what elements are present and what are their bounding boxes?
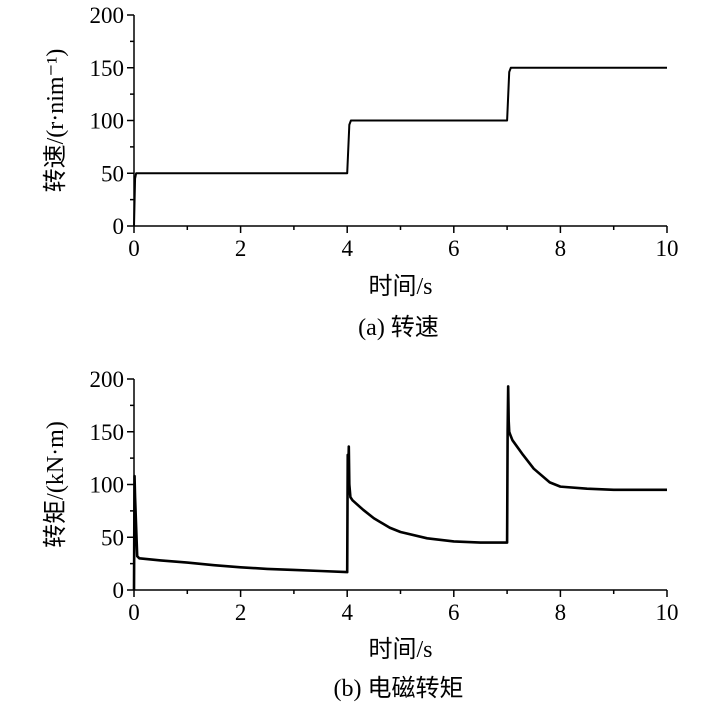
chart-b-x-axis-title: 时间/s <box>368 636 432 663</box>
chart-a-x-axis-title: 时间/s <box>368 273 432 300</box>
chart-b-caption: (b) 电磁转矩 <box>334 675 464 702</box>
chart-a-x-tick-label: 8 <box>555 236 567 261</box>
chart-a-x-tick-label: 0 <box>128 236 140 261</box>
chart-b-series-line <box>132 385 667 591</box>
chart-b-y-tick-label: 100 <box>90 473 125 498</box>
chart-a-x-tick-label: 4 <box>341 236 353 261</box>
chart-a-y-axis-title: 转速/(r·nim⁻¹) <box>42 49 69 193</box>
chart-b-x-tick-label: 0 <box>128 600 140 625</box>
chart-a-series-line <box>133 66 667 227</box>
chart-b-x-tick-label: 8 <box>555 600 567 625</box>
chart-b-x-tick-label: 2 <box>235 600 247 625</box>
chart-a-caption: (a) 转速 <box>358 314 439 341</box>
chart-b-x-tick-label: 4 <box>341 600 353 625</box>
chart-b-y-tick-label: 50 <box>101 525 124 550</box>
chart-a-y-tick-label: 200 <box>90 3 125 28</box>
chart-a-y-tick-label: 150 <box>90 56 125 81</box>
chart-b-y-tick-label: 150 <box>90 420 125 445</box>
chart-a-x-tick-label: 10 <box>656 236 679 261</box>
chart-a-x-tick-label: 2 <box>235 236 247 261</box>
chart-b-y-axis-title: 转矩/(kN·m) <box>42 421 69 548</box>
chart-a-x-tick-label: 6 <box>448 236 460 261</box>
chart-a-y-tick-label: 50 <box>101 161 124 186</box>
chart-a-y-tick-label: 100 <box>90 109 125 134</box>
chart-b-x-tick-label: 10 <box>656 600 679 625</box>
chart-b-x-tick-label: 6 <box>448 600 460 625</box>
chart-b-y-tick-label: 200 <box>90 367 125 392</box>
chart-a-y-tick-label: 0 <box>113 214 125 239</box>
chart-b-y-tick-label: 0 <box>113 578 125 603</box>
